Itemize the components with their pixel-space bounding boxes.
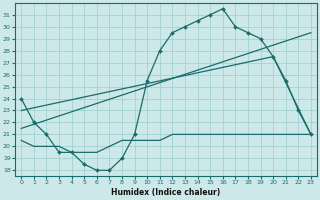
X-axis label: Humidex (Indice chaleur): Humidex (Indice chaleur) <box>111 188 221 197</box>
